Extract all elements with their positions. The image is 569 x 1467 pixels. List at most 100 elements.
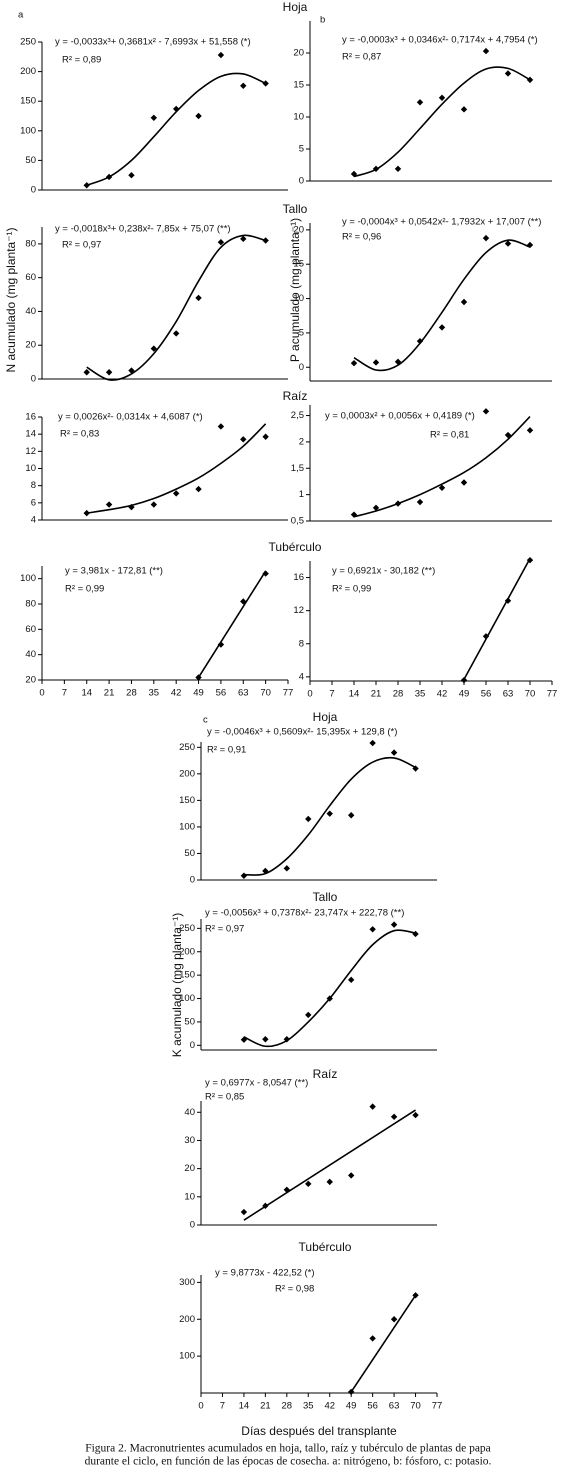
- x-tick-label: 49: [193, 688, 204, 699]
- y-tick-label: 50: [25, 155, 36, 166]
- y-tick-label: 200: [179, 768, 195, 779]
- data-point: [240, 872, 248, 879]
- x-tick-label: 42: [171, 688, 182, 699]
- data-point: [283, 1036, 291, 1043]
- data-point: [283, 865, 291, 872]
- data-point: [482, 47, 490, 55]
- x-tick-label: 0: [307, 689, 312, 700]
- equation: y = 3,981x - 172,81 (**): [65, 566, 163, 577]
- data-point: [438, 94, 446, 101]
- panel-title: Tallo: [313, 890, 338, 904]
- y-tick-label: 200: [179, 1314, 195, 1325]
- data-point: [504, 431, 512, 439]
- data-point: [240, 82, 247, 90]
- data-point: [262, 80, 269, 87]
- trend-line: [86, 423, 267, 514]
- x-tick-label: 14: [81, 688, 92, 699]
- x-tick-label: 14: [239, 1401, 250, 1412]
- data-point: [347, 1388, 355, 1396]
- y-tick-label: 1: [299, 489, 304, 500]
- data-point: [240, 1036, 248, 1043]
- trend-line: [353, 416, 531, 518]
- panel-title: Tubérculo: [269, 540, 322, 554]
- data-point: [390, 749, 398, 756]
- panel-title: Hoja: [313, 710, 338, 724]
- x-tick-label: 77: [283, 688, 294, 699]
- y-tick-label: 150: [179, 970, 195, 981]
- equation: y = -0,0056x³ + 0,7378x²- 23,747x + 222,…: [205, 908, 404, 919]
- panel-title: Tubérculo: [299, 1240, 352, 1254]
- panel-label: a: [18, 10, 24, 21]
- data-point: [128, 503, 135, 511]
- data-point: [350, 511, 358, 518]
- y-tick-label: 40: [25, 649, 36, 660]
- data-point: [326, 810, 333, 817]
- data-point: [240, 1208, 248, 1216]
- data-point: [394, 358, 402, 365]
- trend-line: [353, 239, 531, 372]
- y-tick-label: 4: [299, 671, 304, 682]
- y-tick-label: 100: [20, 125, 36, 136]
- equation: y = -0,0018x³+ 0,238x²- 7,85x + 75,07 (*…: [55, 224, 231, 235]
- y-tick-label: 80: [25, 238, 36, 249]
- y-tick-label: 20: [293, 48, 304, 59]
- r-squared: R² = 0,83: [60, 429, 99, 440]
- r-squared: R² = 0,87: [342, 52, 381, 63]
- y-tick-label: 0,5: [291, 516, 304, 527]
- data-point: [347, 1172, 355, 1179]
- y-tick-label: 250: [20, 37, 36, 48]
- data-point: [416, 498, 424, 506]
- data-point: [504, 240, 512, 247]
- x-tick-label: 77: [547, 689, 558, 700]
- y-tick-label: 0: [190, 1040, 195, 1051]
- trend-line: [463, 558, 531, 680]
- data-point: [504, 70, 512, 77]
- data-point: [504, 597, 512, 604]
- y-tick-label: 16: [25, 412, 36, 423]
- data-point: [460, 479, 468, 486]
- data-point: [372, 165, 380, 173]
- data-point: [83, 509, 90, 517]
- data-point: [369, 739, 376, 747]
- trend-line: [243, 1109, 416, 1221]
- x-tick-label: 63: [238, 688, 249, 699]
- trend-line: [243, 929, 416, 1048]
- data-point: [460, 298, 468, 306]
- x-tick-label: 56: [216, 688, 227, 699]
- y-axis-label: K acumulado (mg planta⁻¹): [170, 913, 184, 1057]
- x-tick-label: 70: [410, 1401, 421, 1412]
- caption: Figura 2. Macronutrientes acumulados en …: [85, 1443, 491, 1455]
- r-squared: R² = 0,99: [332, 584, 371, 595]
- data-point: [412, 1292, 419, 1299]
- data-point: [372, 359, 380, 366]
- x-tick-label: 56: [367, 1401, 378, 1412]
- data-point: [262, 570, 269, 577]
- trend-line: [353, 66, 531, 178]
- equation: y = -0,0004x³ + 0,0542x²- 1,7932x + 17,0…: [342, 217, 541, 228]
- y-tick-label: 20: [184, 1163, 195, 1174]
- data-point: [128, 367, 135, 374]
- y-tick-label: 0: [31, 374, 36, 385]
- y-tick-label: 250: [179, 742, 195, 753]
- trend-line: [197, 570, 267, 678]
- data-point: [195, 674, 202, 681]
- y-tick-label: 60: [25, 272, 36, 283]
- x-tick-label: 7: [220, 1401, 225, 1412]
- y-tick-label: 10: [293, 112, 304, 123]
- x-tick-label: 35: [303, 1401, 314, 1412]
- trend-line: [350, 1294, 417, 1393]
- panel-title: Tallo: [283, 202, 308, 216]
- x-tick-label: 49: [346, 1401, 357, 1412]
- x-tick-label: 35: [415, 689, 426, 700]
- data-point: [372, 504, 380, 512]
- equation: y = -0,0033x³+ 0,3681x² - 7,6993x + 51,5…: [55, 37, 251, 48]
- data-point: [412, 930, 419, 938]
- y-tick-label: 150: [20, 96, 36, 107]
- y-tick-label: 20: [293, 224, 304, 235]
- data-point: [262, 237, 269, 244]
- data-point: [412, 765, 419, 772]
- y-tick-label: 250: [179, 923, 195, 934]
- y-tick-label: 100: [179, 821, 195, 832]
- r-squared: R² = 0,97: [205, 924, 244, 935]
